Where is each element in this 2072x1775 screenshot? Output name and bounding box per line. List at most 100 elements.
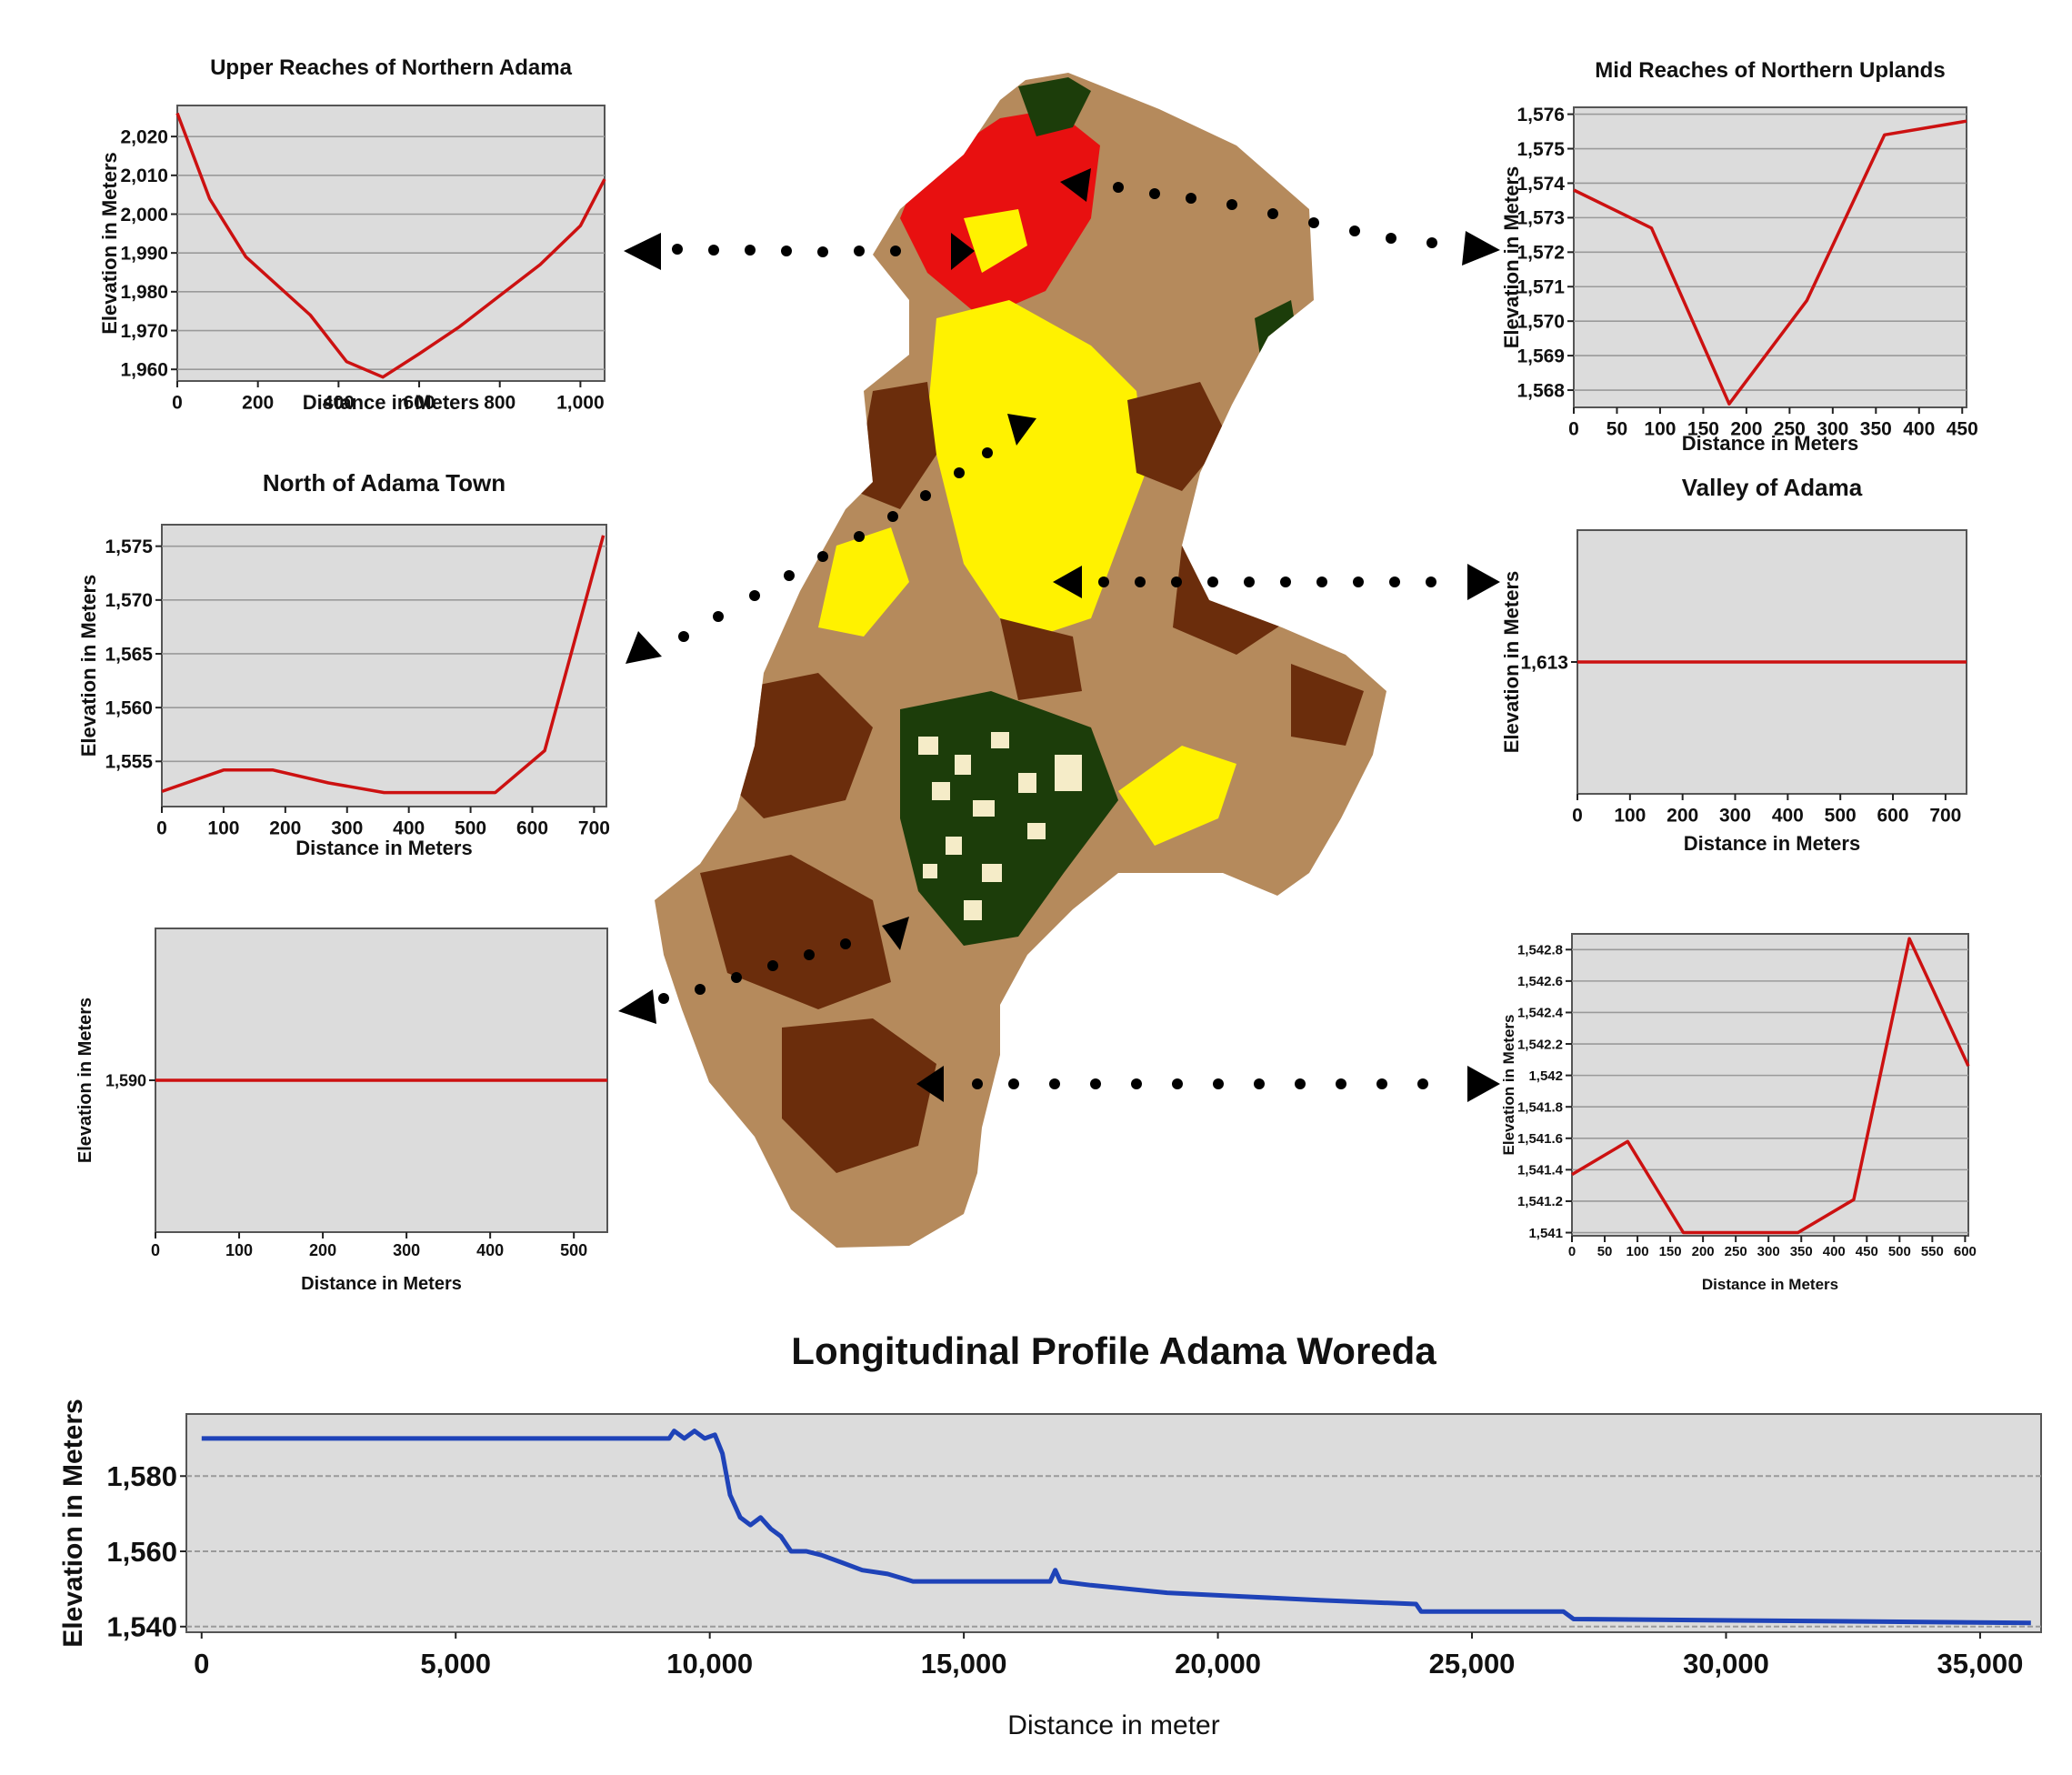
y-tick-label: 1,555 — [105, 752, 153, 773]
x-tick-label: 250 — [1725, 1244, 1747, 1259]
y-tick-label: 1,590 — [105, 1071, 146, 1089]
x-tick-label: 5,000 — [420, 1648, 491, 1680]
x-tick-label: 400 — [323, 392, 355, 413]
y-tick-label: 1,542.8 — [1517, 943, 1563, 958]
y-tick-label: 1,569 — [1516, 346, 1565, 366]
y-tick-label: 1,576 — [1516, 105, 1565, 125]
x-tick-label: 450 — [1856, 1244, 1878, 1259]
series-line — [1571, 937, 1970, 1235]
y-tick-label: 1,960 — [120, 360, 168, 381]
y-tick-label: 1,560 — [106, 1536, 177, 1568]
x-tick-label: 100 — [1614, 805, 1646, 826]
y-tick-label: 1,573 — [1516, 208, 1565, 229]
x-axis-label: Distance in Meters — [301, 1274, 462, 1294]
y-tick-label: 1,560 — [105, 697, 153, 718]
x-tick-label: 100 — [1644, 418, 1676, 439]
x-tick-label: 300 — [1719, 805, 1751, 826]
y-tick-label: 1,572 — [1516, 243, 1565, 264]
x-tick-label: 400 — [1772, 805, 1804, 826]
x-axis-label: Distance in Meters — [1684, 832, 1860, 855]
x-tick-label: 800 — [484, 392, 515, 413]
chart-title: Longitudinal Profile Adama Woreda — [791, 1329, 1436, 1372]
chart-title: Upper Reaches of Northern Adama — [210, 55, 573, 80]
y-tick-label: 1,580 — [106, 1460, 177, 1492]
x-tick-label: 400 — [393, 817, 425, 838]
y-tick-label: 1,970 — [120, 321, 168, 342]
x-tick-label: 600 — [1954, 1244, 1977, 1259]
plot-area — [176, 105, 606, 382]
x-tick-label: 350 — [1860, 418, 1892, 439]
connector-p4 — [1053, 564, 1500, 600]
y-tick-label: 1,541.2 — [1517, 1194, 1563, 1209]
x-tick-label: 0 — [1568, 1244, 1576, 1259]
x-tick-label: 300 — [1757, 1244, 1780, 1259]
y-tick-label: 1,542.6 — [1517, 974, 1563, 989]
x-tick-label: 500 — [1825, 805, 1857, 826]
y-axis-label: Elevation in Meters — [98, 152, 121, 335]
x-tick-label: 50 — [1607, 418, 1627, 439]
x-tick-label: 30,000 — [1683, 1648, 1769, 1680]
plot-area — [185, 1413, 2042, 1633]
y-tick-label: 1,541 — [1528, 1226, 1563, 1241]
y-tick-label: 2,020 — [120, 126, 168, 147]
y-tick-label: 1,541.6 — [1517, 1131, 1563, 1147]
x-tick-label: 10,000 — [666, 1648, 753, 1680]
x-tick-label: 25,000 — [1429, 1648, 1516, 1680]
x-axis-label: Distance in Meters — [295, 837, 472, 859]
series-line — [1573, 119, 1967, 406]
plot-area — [1573, 106, 1967, 408]
y-tick-label: 1,541.8 — [1517, 1099, 1563, 1115]
y-tick-label: 1,574 — [1516, 174, 1565, 195]
y-axis-label: Elevation in Meters — [75, 998, 95, 1163]
x-tick-label: 500 — [455, 817, 486, 838]
x-axis-label: Distance in Meters — [303, 391, 479, 414]
y-tick-label: 1,542 — [1528, 1068, 1563, 1084]
connector-p1 — [624, 233, 975, 270]
y-tick-label: 1,570 — [1516, 312, 1565, 333]
y-tick-label: 1,575 — [105, 537, 153, 557]
x-tick-label: 0 — [1572, 805, 1583, 826]
plot-area — [1571, 933, 1969, 1237]
x-tick-label: 200 — [309, 1241, 336, 1259]
x-tick-label: 700 — [1929, 805, 1961, 826]
x-tick-label: 550 — [1921, 1244, 1944, 1259]
chart-title: North of Adama Town — [263, 469, 505, 496]
x-tick-label: 300 — [331, 817, 363, 838]
x-tick-label: 0 — [151, 1241, 160, 1259]
chart-title: Mid Reaches of Northern Uplands — [1595, 58, 1945, 83]
x-tick-label: 15,000 — [921, 1648, 1007, 1680]
y-tick-label: 1,541.4 — [1517, 1163, 1564, 1178]
x-tick-label: 0 — [1568, 418, 1579, 439]
y-tick-label: 1,568 — [1516, 380, 1565, 401]
x-tick-label: 500 — [560, 1241, 587, 1259]
y-tick-label: 1,565 — [105, 644, 153, 665]
x-tick-label: 200 — [242, 392, 274, 413]
x-tick-label: 400 — [1823, 1244, 1846, 1259]
x-tick-label: 600 — [516, 817, 548, 838]
x-tick-label: 20,000 — [1175, 1648, 1261, 1680]
x-tick-label: 700 — [578, 817, 610, 838]
y-axis-label: Elevation in Meters — [1500, 166, 1523, 349]
x-tick-label: 300 — [393, 1241, 420, 1259]
x-axis-label: Distance in Meters — [1702, 1276, 1838, 1293]
connector-p2 — [1060, 168, 1500, 266]
x-tick-label: 1,000 — [556, 392, 605, 413]
x-tick-label: 35,000 — [1937, 1648, 2024, 1680]
x-axis-label: Distance in meter — [1007, 1710, 1219, 1740]
y-tick-label: 2,010 — [120, 165, 168, 186]
y-tick-label: 1,540 — [106, 1611, 177, 1643]
x-tick-label: 500 — [1888, 1244, 1911, 1259]
chart-title: Valley of Adama — [1682, 474, 1863, 501]
connector-p6 — [916, 1066, 1500, 1102]
y-axis-label: Elevation in Meters — [58, 1399, 88, 1647]
x-tick-label: 150 — [1687, 418, 1719, 439]
y-tick-label: 1,980 — [120, 282, 168, 303]
y-tick-label: 1,570 — [105, 590, 153, 611]
y-tick-label: 1,542.4 — [1517, 1006, 1564, 1021]
y-tick-label: 1,571 — [1516, 277, 1565, 298]
